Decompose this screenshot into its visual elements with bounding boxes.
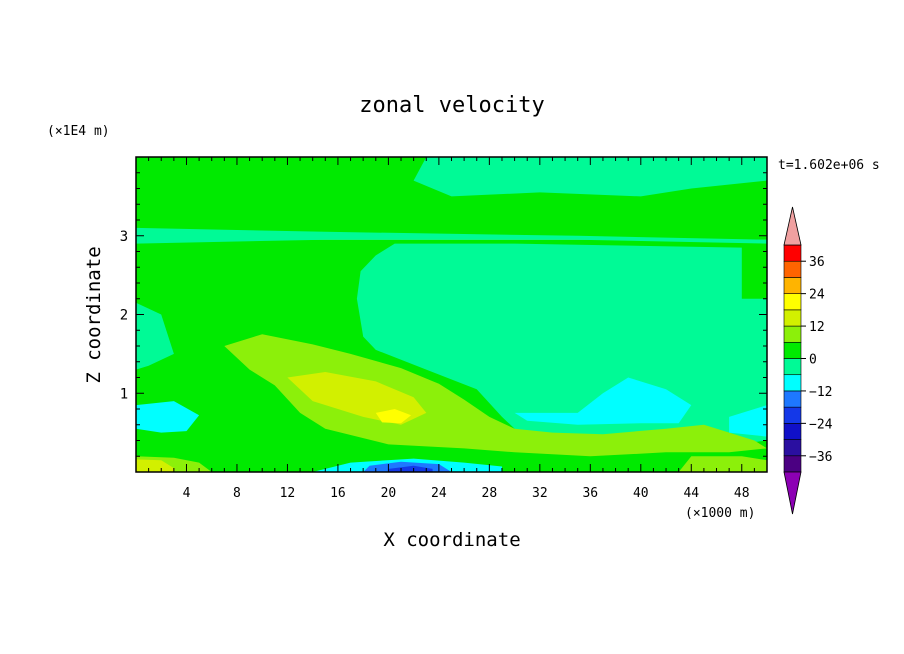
colorbar-swatch-3 [783, 406, 802, 424]
contour-region-2 [413, 157, 767, 197]
contour-region-12 [136, 401, 200, 433]
x-tick-label: 44 [683, 486, 699, 501]
x-tick-label: 16 [330, 486, 346, 501]
x-tick-label: 8 [233, 486, 241, 501]
x-tick-label: 36 [582, 486, 598, 501]
chart-title: zonal velocity [359, 93, 544, 118]
contour-region-10 [136, 459, 174, 472]
x-tick-label: 4 [183, 486, 191, 501]
colorbar-over-triangle [783, 206, 802, 246]
y-unit-label: (×1E4 m) [47, 124, 110, 139]
colorbar-tick-label: 24 [809, 288, 825, 303]
contour-region-14 [729, 405, 767, 437]
colorbar-swatch-0 [783, 455, 802, 473]
colorbar-swatch-2 [783, 423, 802, 440]
contour-field [136, 157, 767, 472]
colorbar-swatch-1 [783, 439, 802, 457]
colorbar-tick-label: 12 [809, 320, 825, 335]
x-tick-label: 28 [482, 486, 498, 501]
x-tick-label: 24 [431, 486, 447, 501]
colorbar-swatch-12 [783, 260, 802, 278]
colorbar-tick-label: 36 [809, 255, 825, 270]
colorbar-swatch-6 [783, 358, 802, 376]
colorbar-tick-label: −36 [809, 450, 832, 465]
colorbar-tick-label: −12 [809, 385, 832, 400]
x-tick-label: 40 [633, 486, 649, 501]
colorbar-under-triangle [783, 471, 802, 515]
colorbar-tick-label: 0 [809, 353, 817, 368]
colorbar-tick-label: −24 [809, 417, 833, 432]
x-unit-label: (×1000 m) [685, 506, 755, 521]
colorbar-swatch-13 [783, 244, 802, 262]
x-tick-label: 32 [532, 486, 548, 501]
colorbar-swatch-7 [783, 341, 802, 359]
contour-region-13 [514, 377, 692, 425]
colorbar-swatch-11 [783, 277, 802, 294]
x-axis-ticks: 4 8 12 16 20 24 28 32 36 40 44 48 [148, 157, 755, 501]
y-tick-label: 2 [120, 308, 128, 324]
colorbar-swatch-9 [783, 309, 802, 327]
x-tick-label: 12 [280, 486, 296, 501]
y-tick-label: 3 [120, 229, 128, 245]
colorbar: 36 24 12 0 −12 −24 −36 [783, 206, 833, 515]
x-axis-label: X coordinate [383, 529, 520, 551]
x-tick-label: 48 [734, 486, 750, 501]
contour-region-8 [678, 456, 767, 472]
colorbar-swatch-10 [783, 293, 802, 311]
time-label: t=1.602e+06 s [778, 158, 880, 173]
colorbar-swatch-5 [783, 374, 802, 392]
contour-region-17 [388, 465, 433, 472]
contour-region-6 [224, 334, 767, 457]
x-tick-label: 20 [381, 486, 397, 501]
y-axis-ticks: 1 2 3 [120, 172, 767, 457]
y-axis-label: Z coordinate [83, 246, 105, 383]
colorbar-swatch-4 [783, 390, 802, 408]
contour-region-11 [375, 409, 412, 424]
colorbar-swatch-8 [783, 325, 802, 343]
contour-region-3 [136, 227, 767, 244]
contour-region-5 [136, 302, 174, 370]
y-tick-label: 1 [120, 386, 128, 402]
